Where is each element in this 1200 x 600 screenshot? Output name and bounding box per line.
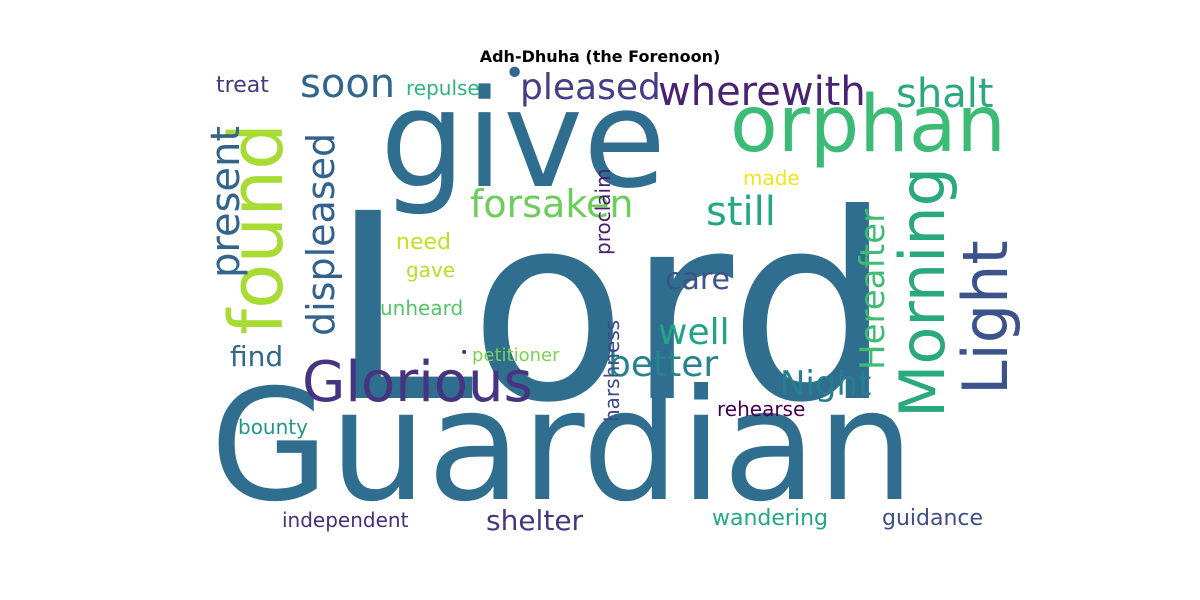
word: wherewith — [658, 69, 866, 115]
word: made — [743, 166, 800, 190]
dot-mark: • — [758, 357, 780, 398]
word: independent — [282, 508, 409, 532]
word: treat — [216, 73, 269, 98]
word: soon — [300, 61, 396, 107]
figure-title: Adh-Dhuha (the Forenoon) — [479, 47, 721, 66]
word: petitioner — [472, 345, 560, 366]
word: forsaken — [470, 182, 634, 226]
word: pleased — [520, 67, 661, 108]
word-cloud: Lord Guardian give orphan found Glorious… — [203, 56, 1022, 540]
word: repulse — [406, 76, 480, 100]
word: better — [608, 344, 719, 385]
word: rehearse — [717, 397, 806, 421]
word: bounty — [238, 415, 308, 439]
word: displeased — [299, 132, 343, 336]
word: give — [380, 61, 667, 218]
word: Glorious — [302, 350, 533, 415]
word: Guardian — [210, 357, 915, 536]
word: harshness — [600, 319, 624, 422]
word: orphan — [730, 80, 1006, 170]
word: gave — [406, 258, 456, 282]
word: Hereafter — [853, 208, 893, 370]
word: Light — [949, 240, 1022, 395]
word: unheard — [380, 296, 464, 320]
word: Lord — [330, 159, 893, 459]
word: care — [665, 262, 731, 297]
word: well — [658, 312, 730, 353]
word: Night — [780, 364, 872, 404]
word: shelter — [486, 504, 584, 537]
word: need — [396, 230, 451, 255]
word: Morning — [886, 167, 959, 418]
word: still — [706, 189, 776, 235]
word: shalt — [896, 71, 994, 117]
word: guidance — [882, 506, 984, 531]
word: find — [230, 340, 284, 373]
word: proclaim — [591, 168, 615, 255]
dot-mark: • — [504, 53, 526, 94]
dot-mark: • — [460, 345, 469, 361]
word: wandering — [712, 506, 828, 531]
word: present — [203, 125, 249, 278]
